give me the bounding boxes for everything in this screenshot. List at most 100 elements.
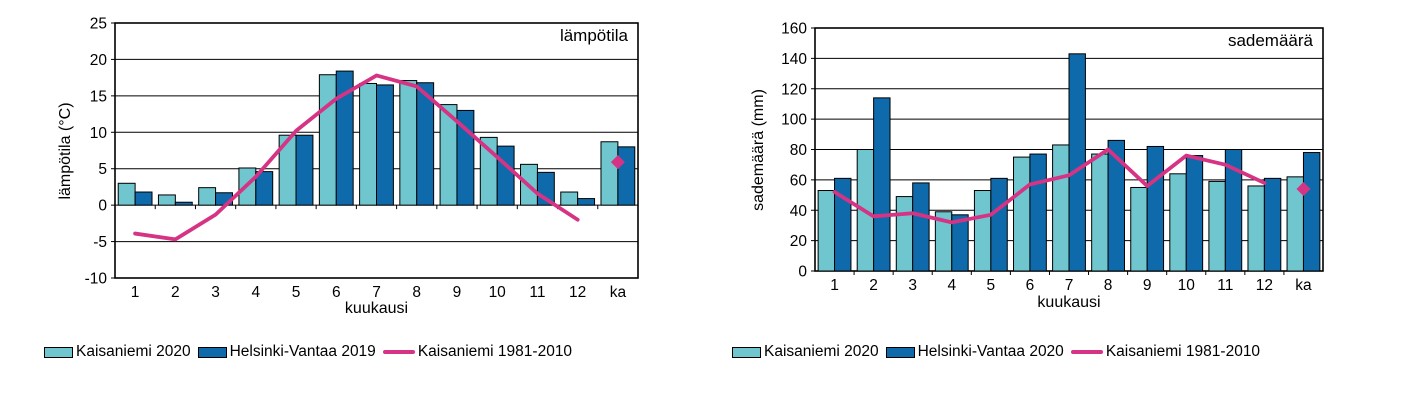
y-tick-label: 0 bbox=[98, 198, 107, 215]
bar-series1-3 bbox=[198, 187, 217, 206]
bar-series1-12 bbox=[560, 191, 579, 206]
x-tick-label: 11 bbox=[529, 284, 545, 301]
x-tick-label: 5 bbox=[987, 277, 996, 294]
y-tick-label: 40 bbox=[790, 203, 808, 220]
bar-series2-7 bbox=[376, 84, 394, 206]
legend-swatch-helsinki-vantaa-2019 bbox=[197, 346, 227, 358]
y-tick-label: 120 bbox=[781, 81, 807, 98]
bar-series2-1 bbox=[134, 191, 153, 206]
legend-swatch-kaisaniemi-2020 bbox=[732, 346, 761, 358]
x-tick-label: ka bbox=[610, 284, 627, 301]
bar-series1-6 bbox=[318, 74, 337, 206]
y-tick-label: 15 bbox=[90, 88, 107, 105]
x-tick-label: 9 bbox=[1143, 277, 1152, 294]
bar-series1-1 bbox=[117, 182, 136, 206]
bar-series1-3 bbox=[895, 196, 914, 272]
bar-series2-6 bbox=[335, 70, 354, 206]
bar-series2-2 bbox=[873, 97, 891, 272]
y-tick-label: 160 bbox=[781, 21, 807, 38]
bar-series2-11 bbox=[1224, 149, 1243, 272]
x-tick-label: 7 bbox=[1065, 277, 1074, 294]
bar-series1-8 bbox=[1091, 153, 1109, 272]
y-tick-label: 5 bbox=[98, 161, 107, 178]
x-tick-label: 12 bbox=[569, 284, 586, 301]
bar-series2-12 bbox=[577, 198, 596, 206]
legend-line-swatch-kaisaniemi-normals bbox=[1070, 349, 1103, 355]
bar-series1-7 bbox=[359, 82, 378, 206]
normals-line bbox=[832, 147, 1267, 225]
x-tick-label: ka bbox=[1295, 277, 1312, 294]
y-axis-title: lämpötila (°C) bbox=[57, 102, 74, 200]
normals-line bbox=[133, 73, 580, 242]
legend-line-swatch-kaisaniemi-normals bbox=[382, 349, 415, 355]
bar-series1-11 bbox=[1208, 180, 1226, 272]
y-tick-label: -10 bbox=[85, 271, 108, 288]
x-tick-label: 1 bbox=[131, 284, 140, 301]
y-tick-label: -5 bbox=[93, 234, 107, 251]
legend-label: Kaisaniemi 1981-2010 bbox=[1105, 343, 1261, 360]
bar-series1-12 bbox=[1247, 185, 1265, 272]
y-axis-title: sademäärä (mm) bbox=[750, 89, 767, 211]
y-tick-label: 20 bbox=[790, 233, 808, 250]
y-tick-label: 20 bbox=[90, 52, 108, 69]
legend-item: Kaisaniemi 1981-2010 bbox=[1070, 343, 1261, 361]
bar-series1-10 bbox=[1169, 173, 1187, 272]
x-tick-label: 6 bbox=[1026, 277, 1035, 294]
ka-average-diamond-marker bbox=[1296, 181, 1311, 196]
bar-series1-5 bbox=[973, 190, 992, 272]
y-tick-label: 60 bbox=[790, 172, 808, 189]
x-tick-label: 8 bbox=[1104, 277, 1113, 294]
precipitation-chart-panel: 160 140 120 100 80 60 40 20 0 1 2 3 4 5 6 7 8 9 10 11 12 ka s… bbox=[712, 0, 1424, 402]
y-tick-label: 0 bbox=[798, 264, 807, 281]
bar-series1-7 bbox=[1052, 144, 1070, 272]
x-tick-label: 2 bbox=[171, 284, 180, 301]
x-tick-label: 7 bbox=[372, 284, 381, 301]
y-tick-label: 100 bbox=[781, 112, 807, 129]
bar-series2-10 bbox=[496, 145, 515, 206]
x-tick-label: 4 bbox=[251, 284, 260, 301]
bar-series2-ka bbox=[1302, 152, 1321, 272]
x-axis-title: kuukausi bbox=[344, 300, 409, 317]
bar-series2-8 bbox=[416, 82, 435, 206]
legend-swatch-kaisaniemi-2020 bbox=[44, 346, 73, 358]
x-tick-label: 4 bbox=[947, 277, 956, 294]
bar-series2-10 bbox=[1185, 155, 1204, 272]
bar-series2-5 bbox=[295, 134, 314, 206]
chart-title-annotation: lämpötila bbox=[559, 26, 628, 45]
plot-border bbox=[114, 22, 639, 279]
x-tick-label: 10 bbox=[489, 284, 507, 301]
x-tick-label: 11 bbox=[1217, 277, 1233, 294]
chart-title-annotation: sademäärä bbox=[1227, 31, 1313, 50]
legend-label: Kaisaniemi 1981-2010 bbox=[417, 343, 573, 360]
x-tick-label: 10 bbox=[1178, 277, 1196, 294]
bar-series2-3 bbox=[912, 182, 930, 272]
y-tick-label: 140 bbox=[781, 51, 807, 68]
bar-series2-4 bbox=[951, 214, 969, 272]
x-tick-label: 12 bbox=[1256, 277, 1273, 294]
x-tick-label: 1 bbox=[830, 277, 839, 294]
bar-series1-6 bbox=[1013, 156, 1031, 272]
temperature-chart-panel: 25 20 15 10 5 0 -5 -10 1 2 3 4 5 6 7 8 9 10 11 12 ka lämpöti… bbox=[44, 16, 639, 361]
x-tick-label: 2 bbox=[869, 277, 878, 294]
ka-average-diamond-marker bbox=[610, 155, 625, 170]
legend-item: Helsinki-Vantaa 2020 bbox=[885, 343, 1064, 361]
x-tick-label: 9 bbox=[453, 284, 462, 301]
legend-label: Kaisaniemi 2020 bbox=[76, 343, 191, 360]
bar-series1-ka bbox=[600, 141, 619, 206]
legend-label: Helsinki-Vantaa 2019 bbox=[229, 343, 376, 360]
x-tick-label: 8 bbox=[412, 284, 421, 301]
legend-item: Kaisaniemi 2020 bbox=[44, 343, 191, 361]
legend-label: Kaisaniemi 2020 bbox=[764, 343, 879, 360]
bar-series2-12 bbox=[1263, 177, 1282, 272]
x-axis-title: kuukausi bbox=[1037, 294, 1101, 311]
legend-swatch-helsinki-vantaa-2020 bbox=[885, 346, 915, 358]
legend-item: Kaisaniemi 1981-2010 bbox=[382, 343, 573, 361]
bar-series1-9 bbox=[1130, 186, 1148, 272]
bar-series2-ka bbox=[617, 146, 636, 206]
bar-series1-2 bbox=[157, 194, 176, 206]
legend: Kaisaniemi 2020 Helsinki-Vantaa 2020 Kai… bbox=[732, 343, 1267, 361]
bar-series2-7 bbox=[1068, 53, 1086, 272]
x-tick-label: 5 bbox=[292, 284, 301, 301]
